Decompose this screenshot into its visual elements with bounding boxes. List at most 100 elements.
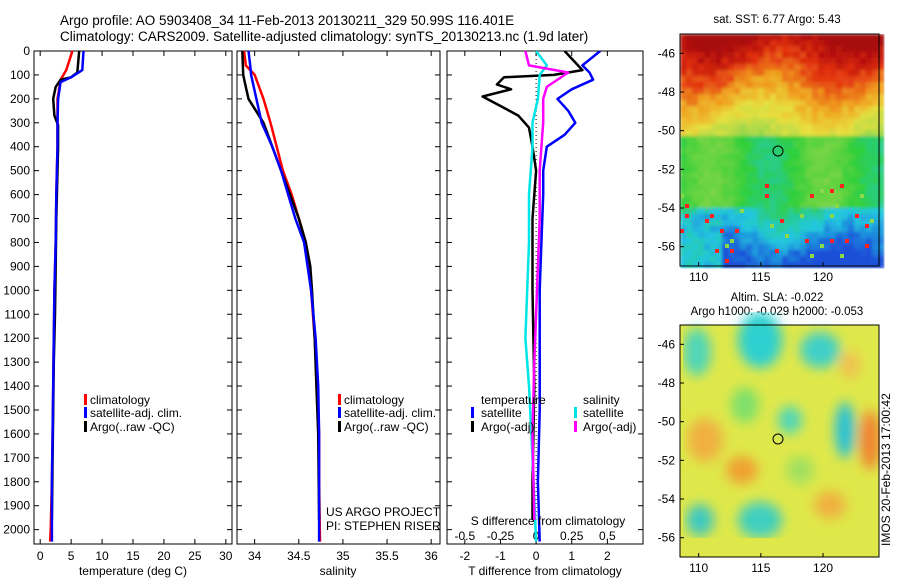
sst-cell	[776, 250, 783, 257]
sst-cell	[728, 166, 735, 173]
sst-cell	[860, 64, 867, 71]
sst-cell	[734, 34, 741, 41]
sst-speckle	[685, 214, 689, 218]
sst-cell	[860, 172, 867, 179]
sst-cell	[806, 100, 813, 107]
sst-cell	[800, 58, 807, 65]
y-tick-label: 700	[10, 212, 30, 226]
sst-cell	[752, 166, 759, 173]
sst-cell	[746, 76, 753, 83]
sst-cell	[770, 262, 777, 269]
sst-cell	[854, 160, 861, 167]
sst-cell	[842, 196, 849, 203]
sst-cell	[686, 52, 693, 59]
sst-cell	[836, 142, 843, 149]
sst-cell	[800, 76, 807, 83]
sst-cell	[794, 190, 801, 197]
sst-cell	[800, 238, 807, 245]
sst-cell	[782, 166, 789, 173]
sst-cell	[824, 118, 831, 125]
legend-swatch-t-satellite	[471, 407, 474, 418]
y-tick-label: 1600	[3, 427, 30, 441]
sst-cell	[728, 196, 735, 203]
sst-cell	[722, 46, 729, 53]
sst-cell	[746, 136, 753, 143]
sst-cell	[710, 166, 717, 173]
sst-cell	[776, 124, 783, 131]
sst-cell	[836, 58, 843, 65]
sst-cell	[794, 232, 801, 239]
imos-timestamp: IMOS 20-Feb-2013 17:00:42	[879, 393, 893, 546]
sst-cell	[776, 136, 783, 143]
sst-cell	[782, 172, 789, 179]
sst-cell	[848, 172, 855, 179]
sst-cell	[830, 58, 837, 65]
sst-cell	[740, 112, 747, 119]
sst-cell	[692, 142, 699, 149]
sst-cell	[758, 202, 765, 209]
sst-cell	[818, 214, 825, 221]
sst-cell	[692, 154, 699, 161]
sst-cell	[800, 172, 807, 179]
sst-cell	[818, 124, 825, 131]
sst-cell	[818, 232, 825, 239]
sst-cell	[854, 46, 861, 53]
sst-cell	[836, 70, 843, 77]
sst-cell	[788, 40, 795, 47]
sst-cell	[704, 166, 711, 173]
sst-cell	[788, 106, 795, 113]
sst-cell	[854, 70, 861, 77]
sst-cell	[710, 232, 717, 239]
sst-cell	[800, 40, 807, 47]
sst-cell	[764, 118, 771, 125]
sst-cell	[716, 118, 723, 125]
sst-cell	[740, 88, 747, 95]
sst-cell	[740, 250, 747, 257]
sst-cell	[722, 172, 729, 179]
sst-cell	[866, 220, 873, 227]
sst-cell	[878, 226, 885, 233]
sst-cell	[716, 82, 723, 89]
sst-cell	[848, 88, 855, 95]
sst-cell	[722, 34, 729, 41]
sst-cell	[788, 142, 795, 149]
sst-cell	[842, 166, 849, 173]
sst-cell	[740, 40, 747, 47]
sst-cell	[782, 118, 789, 125]
sst-cell	[728, 88, 735, 95]
sst-cell	[824, 166, 831, 173]
sst-cell	[860, 244, 867, 251]
sst-cell	[698, 100, 705, 107]
x-tick-label: 115	[751, 561, 770, 575]
sst-cell	[686, 202, 693, 209]
sst-cell	[770, 214, 777, 221]
sst-cell	[746, 154, 753, 161]
sst-cell	[812, 232, 819, 239]
sst-cell	[824, 250, 831, 257]
sst-cell	[782, 124, 789, 131]
sst-cell	[710, 112, 717, 119]
sst-cell	[866, 76, 873, 83]
sst-cell	[836, 214, 843, 221]
sst-cell	[704, 178, 711, 185]
sst-speckle	[765, 194, 769, 198]
sst-cell	[686, 250, 693, 257]
sst-cell	[830, 256, 837, 263]
sst-speckle	[770, 224, 774, 228]
y-tick-label: -50	[658, 124, 676, 138]
legend-label-climatology: climatology	[90, 393, 150, 407]
sla-map-title: Altim. SLA: -0.022	[731, 292, 824, 304]
y-tick-label: 500	[10, 164, 30, 178]
sst-cell	[776, 172, 783, 179]
sst-cell	[794, 94, 801, 101]
sst-cell	[848, 220, 855, 227]
sst-cell	[848, 160, 855, 167]
sst-cell	[776, 148, 783, 155]
sst-cell	[842, 178, 849, 185]
sst-cell	[830, 244, 837, 251]
sst-cell	[818, 58, 825, 65]
sst-cell	[728, 136, 735, 143]
sst-cell	[734, 130, 741, 137]
sst-cell	[728, 58, 735, 65]
sst-cell	[680, 148, 687, 155]
